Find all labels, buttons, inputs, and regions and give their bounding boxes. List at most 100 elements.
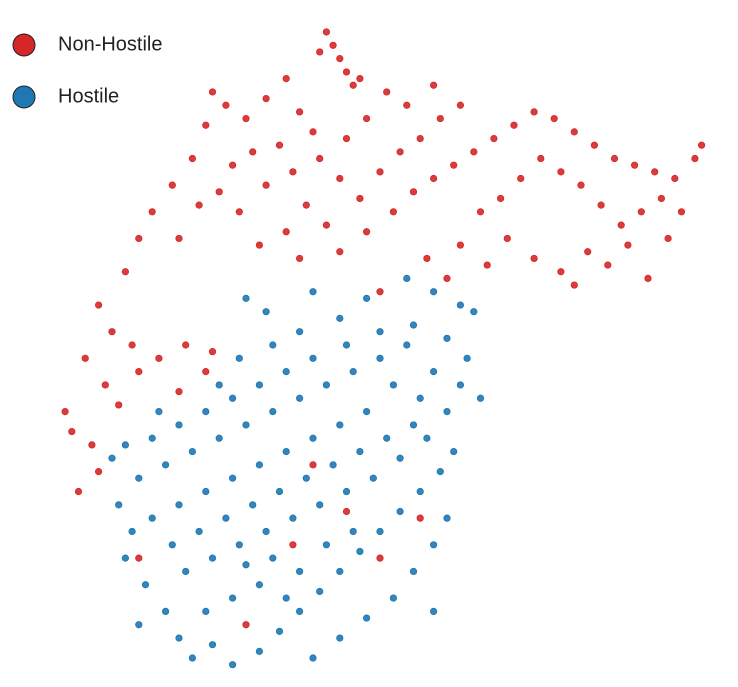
point: [135, 474, 143, 482]
point: [342, 487, 351, 496]
point: [657, 194, 666, 203]
point: [416, 134, 424, 143]
point: [302, 201, 310, 209]
point: [456, 241, 464, 249]
point: [336, 421, 344, 429]
point: [295, 567, 304, 576]
point: [108, 328, 116, 336]
point: [416, 487, 424, 496]
point: [396, 454, 404, 462]
point: [644, 274, 652, 282]
point: [423, 434, 431, 442]
point: [349, 527, 357, 536]
point: [295, 394, 304, 402]
point: [121, 268, 130, 276]
point: [202, 368, 210, 376]
point: [242, 621, 250, 629]
point: [362, 294, 371, 302]
point: [436, 467, 444, 476]
point: [584, 248, 592, 256]
point: [229, 594, 237, 602]
point: [188, 447, 196, 456]
point: [202, 607, 210, 616]
point: [342, 341, 351, 349]
point: [557, 168, 565, 176]
point: [517, 174, 525, 183]
point: [295, 328, 304, 336]
point: [349, 368, 357, 376]
point: [242, 421, 250, 429]
point: [376, 354, 384, 362]
point: [450, 161, 458, 169]
point: [336, 174, 344, 183]
point: [135, 234, 143, 243]
point: [356, 75, 364, 83]
point: [336, 248, 344, 256]
point: [242, 561, 250, 569]
point: [530, 254, 538, 263]
point: [597, 201, 605, 209]
point: [262, 94, 270, 103]
point: [342, 507, 351, 516]
point: [637, 208, 645, 216]
point: [81, 354, 89, 362]
point: [222, 101, 230, 109]
point: [289, 541, 297, 549]
point: [255, 647, 263, 655]
point: [336, 314, 344, 322]
point: [101, 381, 109, 389]
point: [476, 208, 485, 216]
point: [671, 174, 679, 183]
point: [456, 101, 464, 109]
point: [235, 354, 243, 362]
point: [356, 447, 364, 456]
point: [376, 527, 384, 536]
point: [550, 114, 558, 123]
point: [175, 634, 183, 642]
point: [68, 427, 76, 436]
point: [329, 41, 337, 49]
point: [443, 514, 451, 522]
point: [175, 501, 183, 509]
point: [463, 354, 471, 362]
point: [443, 334, 451, 342]
point: [128, 527, 136, 536]
point: [537, 154, 545, 163]
point: [135, 368, 143, 376]
point: [456, 381, 464, 389]
point: [423, 254, 431, 263]
point: [269, 341, 277, 349]
point: [249, 501, 257, 509]
point: [329, 461, 337, 469]
point: [470, 148, 478, 156]
point: [664, 234, 672, 243]
point: [175, 234, 183, 243]
point: [302, 474, 310, 482]
point: [483, 261, 491, 269]
point: [222, 514, 230, 522]
point: [289, 514, 297, 522]
point: [175, 388, 183, 396]
point: [115, 401, 123, 409]
point: [275, 487, 284, 496]
point: [235, 541, 243, 549]
point: [229, 161, 237, 169]
point: [403, 341, 411, 349]
point: [376, 554, 384, 562]
point: [121, 554, 130, 562]
point: [309, 354, 317, 362]
point: [208, 348, 217, 356]
point: [503, 234, 511, 243]
point: [496, 194, 505, 203]
point: [282, 447, 290, 456]
point: [242, 294, 250, 302]
point: [135, 554, 143, 562]
point: [295, 108, 304, 116]
point: [456, 301, 464, 309]
point: [322, 541, 330, 549]
point: [617, 221, 625, 229]
point: [275, 627, 284, 635]
point: [162, 607, 170, 616]
point: [95, 301, 103, 309]
point: [195, 201, 203, 209]
